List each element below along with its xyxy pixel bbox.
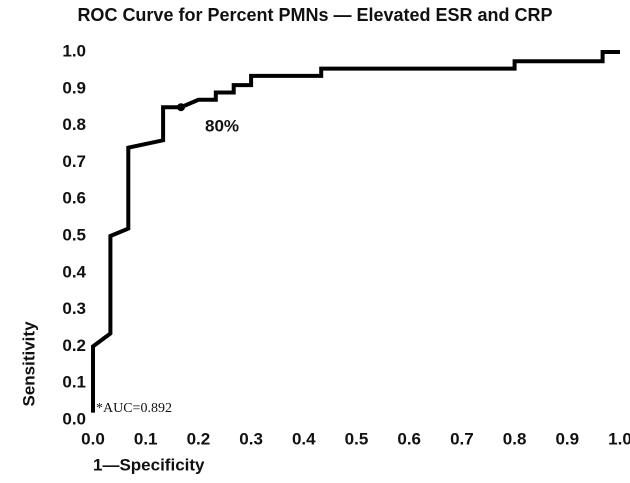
chart-title: ROC Curve for Percent PMNs — Elevated ES… xyxy=(77,5,552,25)
y-tick-label: 0.6 xyxy=(62,189,86,208)
x-tick-label: 0.3 xyxy=(239,429,263,448)
x-tick-label: 0.8 xyxy=(503,429,527,448)
roc-line xyxy=(91,50,620,413)
x-tick-label: 0.9 xyxy=(555,429,579,448)
y-tick-label: 0.3 xyxy=(62,299,86,318)
y-tick-label: 0.8 xyxy=(62,115,86,134)
y-tick-label: 1.0 xyxy=(62,41,86,60)
y-tick-label: 0.5 xyxy=(62,225,86,244)
highlight-label: 80% xyxy=(205,117,239,136)
y-tick-label: 0.4 xyxy=(62,262,86,281)
y-tick-label: 0.7 xyxy=(62,152,86,171)
y-tick-label: 0.2 xyxy=(62,336,86,355)
annotation: *AUC=0.892 xyxy=(96,401,172,416)
x-axis-label: 1—Specificity xyxy=(93,455,205,474)
y-tick-label: 0.1 xyxy=(62,373,86,392)
x-tick-label: 1.0 xyxy=(608,429,630,448)
x-tick-label: 0.1 xyxy=(134,429,158,448)
x-tick-label: 0.6 xyxy=(397,429,421,448)
x-tick-label: 0.7 xyxy=(450,429,474,448)
y-tick-label: 0.0 xyxy=(62,409,86,428)
y-axis-label: Sensitivity xyxy=(19,321,38,407)
highlight-point xyxy=(177,103,186,112)
x-tick-label: 0.4 xyxy=(292,429,316,448)
x-tick-label: 0.5 xyxy=(345,429,369,448)
y-tick-label: 0.9 xyxy=(62,78,86,97)
x-tick-label: 0.0 xyxy=(81,429,105,448)
x-tick-label: 0.2 xyxy=(187,429,211,448)
